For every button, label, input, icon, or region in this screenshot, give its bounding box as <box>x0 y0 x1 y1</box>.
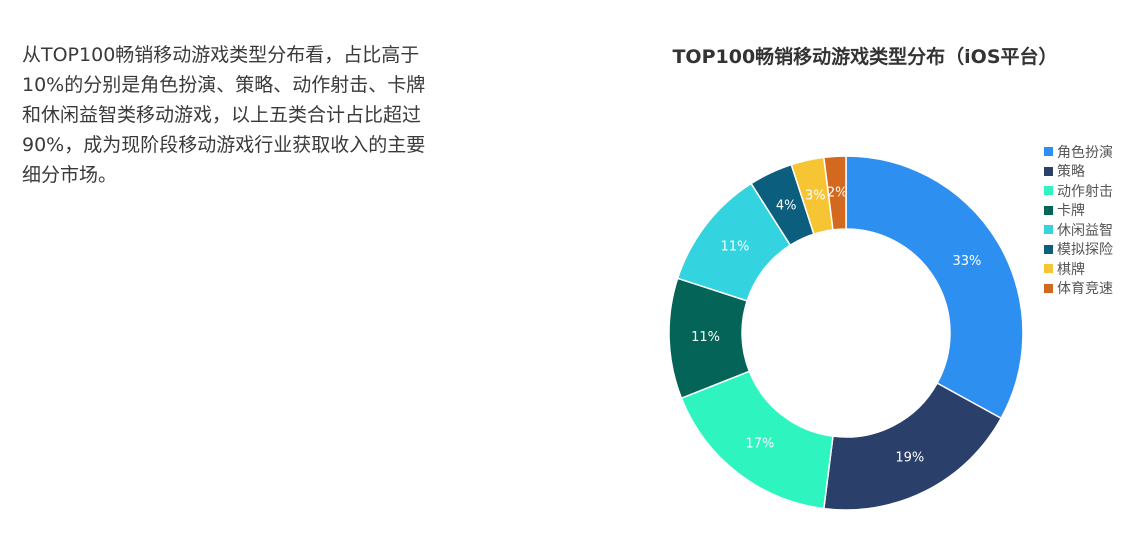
legend-label-7: 棋牌 <box>1057 261 1085 278</box>
slice-label-5: 11% <box>721 239 750 254</box>
legend-swatch-1 <box>1044 147 1053 157</box>
donut-slice-2 <box>822 382 1003 511</box>
slice-label-3: 17% <box>745 437 774 452</box>
chart-title: TOP100畅销移动游戏类型分布（iOS平台） <box>672 46 1058 68</box>
legend-swatch-2 <box>1044 166 1053 176</box>
legend-label-2: 策略 <box>1057 164 1085 181</box>
slice-label-8: 2% <box>827 185 848 200</box>
slice-label-7: 3% <box>805 188 826 203</box>
legend-item-1: 角色扮演 <box>1044 142 1113 162</box>
legend-label-1: 角色扮演 <box>1057 144 1113 161</box>
legend-swatch-5 <box>1044 225 1053 235</box>
legend-swatch-6 <box>1044 244 1053 254</box>
donut-slice-1 <box>845 155 1024 420</box>
intro-paragraph: 从TOP100畅销移动游戏类型分布看，占比高于10%的分别是角色扮演、策略、动作… <box>22 44 426 186</box>
legend-swatch-8 <box>1044 283 1053 293</box>
legend-label-3: 动作射击 <box>1057 183 1113 200</box>
legend-label-8: 体育竞速 <box>1057 281 1113 298</box>
slice-label-2: 19% <box>895 451 924 466</box>
legend-item-7: 棋牌 <box>1044 259 1113 279</box>
legend-item-6: 模拟探险 <box>1044 240 1113 260</box>
legend-label-5: 休闲益智 <box>1057 222 1113 239</box>
legend-swatch-4 <box>1044 205 1053 215</box>
legend-item-2: 策略 <box>1044 162 1113 182</box>
slice-label-4: 11% <box>691 330 720 345</box>
legend-item-5: 休闲益智 <box>1044 220 1113 240</box>
legend-item-8: 体育竞速 <box>1044 279 1113 299</box>
chart-legend: 角色扮演策略动作射击卡牌休闲益智模拟探险棋牌体育竞速 <box>1044 142 1113 298</box>
donut-slice-8 <box>822 155 847 231</box>
legend-item-3: 动作射击 <box>1044 181 1113 201</box>
legend-label-4: 卡牌 <box>1057 203 1085 220</box>
donut-slices <box>668 155 1024 511</box>
legend-label-6: 模拟探险 <box>1057 242 1113 259</box>
slice-label-6: 4% <box>776 198 797 213</box>
legend-swatch-7 <box>1044 264 1053 274</box>
legend-item-4: 卡牌 <box>1044 201 1113 221</box>
slice-label-1: 33% <box>952 254 981 269</box>
donut-slice-labels: 33% 19% 17% 11% 11% 4% 3% 2% <box>691 185 981 465</box>
legend-swatch-3 <box>1044 186 1053 196</box>
